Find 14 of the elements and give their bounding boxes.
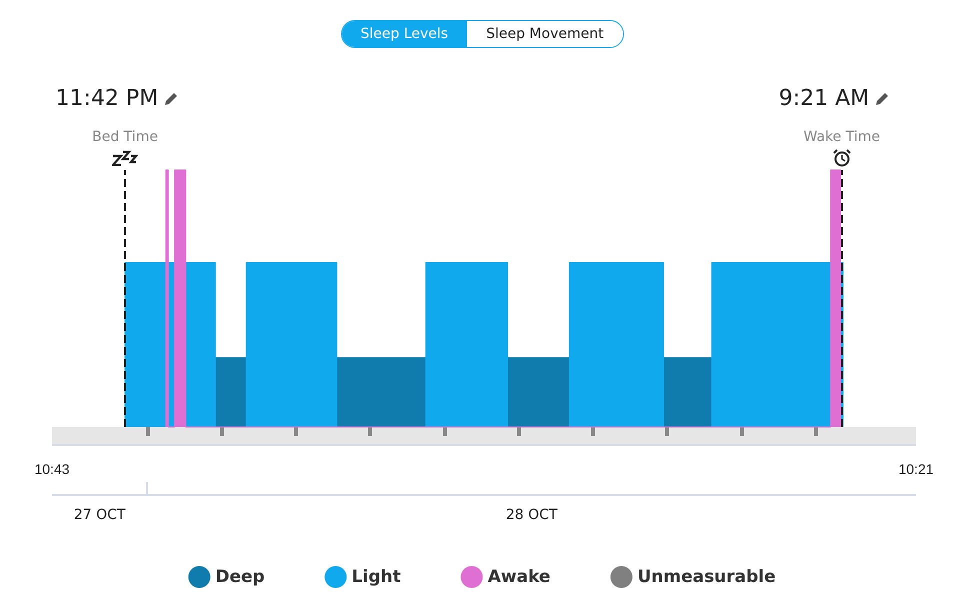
legend-label: Unmeasurable xyxy=(637,567,776,587)
legend-label: Light xyxy=(352,567,401,587)
x-tick-label: 10:21 xyxy=(898,461,934,477)
text: 11:42 PM xyxy=(56,86,158,111)
legend-label: Deep xyxy=(215,567,265,587)
ref-line-label: Bed Time xyxy=(92,129,158,145)
text: Sleep Levels xyxy=(342,21,468,47)
ref-line-label: Wake Time xyxy=(803,129,880,145)
x-tick-label: 10:43 xyxy=(34,461,70,477)
text: 9:21 AM xyxy=(778,86,870,111)
text: 28 OCT xyxy=(506,507,558,523)
legend-label: Awake xyxy=(488,567,550,587)
text: 27 OCT xyxy=(74,507,126,523)
text: Sleep Movement xyxy=(467,21,623,47)
